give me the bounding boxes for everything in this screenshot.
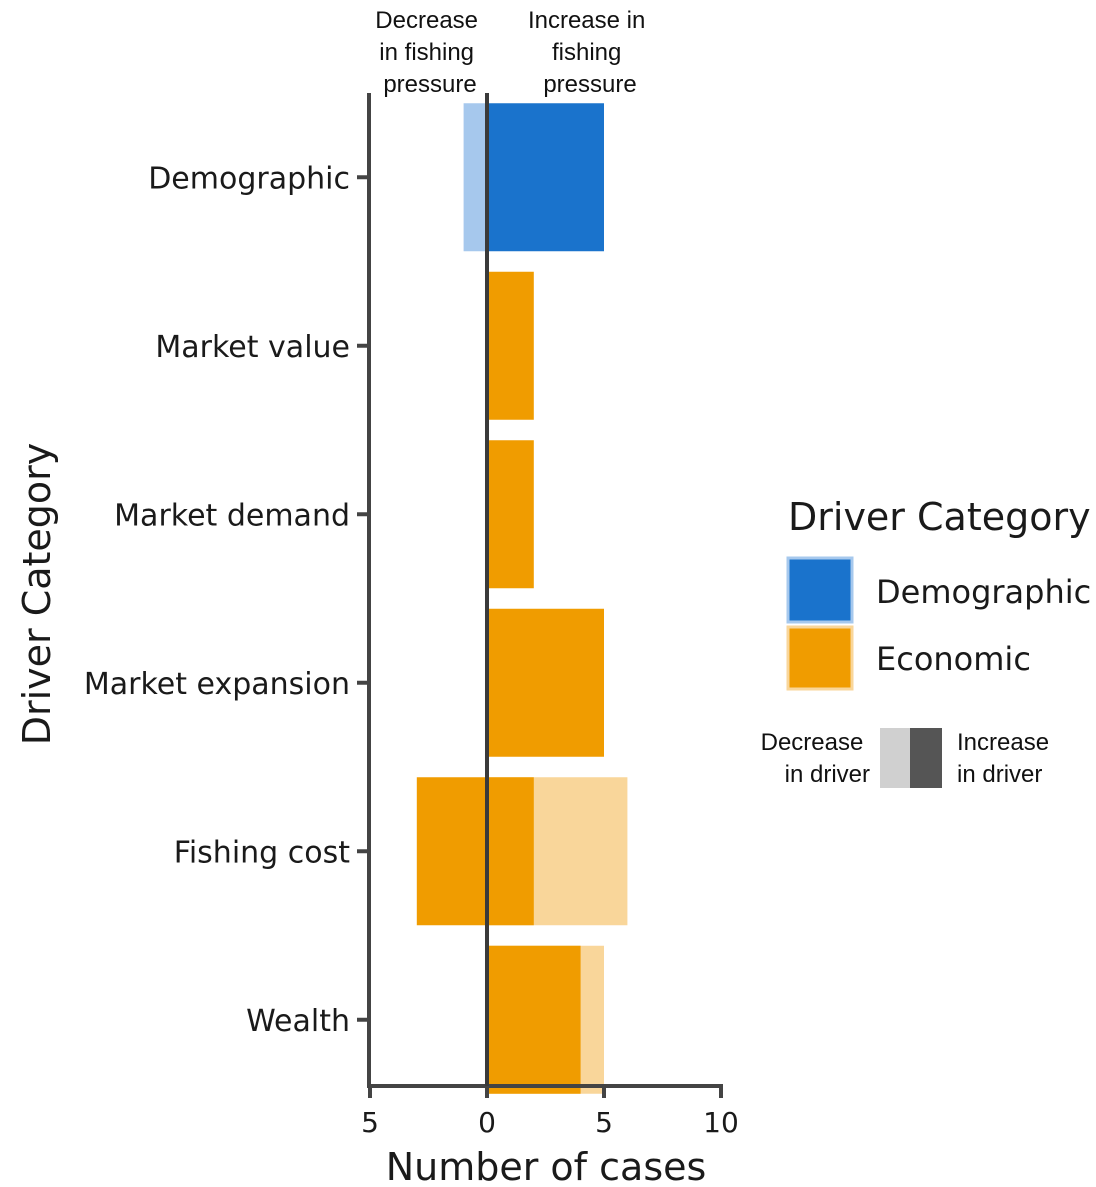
bar-demographic-decrease-driver-decrease-pressure xyxy=(463,103,487,252)
bar-demographic-increase-driver-increase-pressure xyxy=(487,103,604,252)
shade-key-decrease-label: Decrease in driver xyxy=(761,729,870,788)
legend-title: Driver Category xyxy=(788,495,1091,539)
bars-increase-in-driver xyxy=(416,103,604,1094)
bar-fishing-cost-increase-driver-increase-pressure xyxy=(487,777,534,926)
annotation-decrease-fishing-pressure: Decrease in fishing pressure xyxy=(375,7,484,98)
y-tick-label-market-expansion: Market expansion xyxy=(84,667,350,702)
x-ticks: 5 0 5 10 xyxy=(361,1086,739,1139)
x-tick-label: 10 xyxy=(703,1106,739,1139)
x-tick-label: 5 xyxy=(595,1106,613,1139)
bar-wealth-increase-driver-increase-pressure xyxy=(487,945,581,1094)
y-axis-title: Driver Category xyxy=(15,443,59,746)
y-tick-label-demographic: Demographic xyxy=(148,161,350,196)
shade-key-dark-swatch xyxy=(910,728,942,788)
y-tick-label-market-demand: Market demand xyxy=(114,498,350,533)
bar-market-expansion-increase-driver-increase-pressure xyxy=(487,608,604,757)
bar-market-value-increase-driver-increase-pressure xyxy=(487,271,534,420)
y-tick-label-market-value: Market value xyxy=(155,330,350,365)
bar-fishing-cost-increase-driver-decrease-pressure xyxy=(416,777,487,926)
shade-key-light-swatch xyxy=(880,728,910,788)
x-tick-label: 0 xyxy=(478,1106,496,1139)
legend-label-economic: Economic xyxy=(876,640,1031,678)
legend: Driver Category Demographic Economic Dec… xyxy=(761,495,1091,788)
legend-swatch-demographic xyxy=(786,556,854,624)
x-axis-title: Number of cases xyxy=(386,1145,707,1187)
bar-market-demand-increase-driver-increase-pressure xyxy=(487,440,534,589)
y-ticks: Demographic Market value Market demand Mark… xyxy=(84,161,369,1039)
legend-swatch-economic xyxy=(786,625,854,691)
annotation-increase-fishing-pressure: Increase in fishing pressure xyxy=(528,7,652,98)
x-tick-label: 5 xyxy=(361,1106,379,1139)
y-tick-label-fishing-cost: Fishing cost xyxy=(174,835,350,870)
shade-key-increase-label: Increase in driver xyxy=(957,729,1056,788)
y-tick-label-wealth: Wealth xyxy=(246,1004,350,1039)
legend-label-demographic: Demographic xyxy=(876,573,1091,611)
